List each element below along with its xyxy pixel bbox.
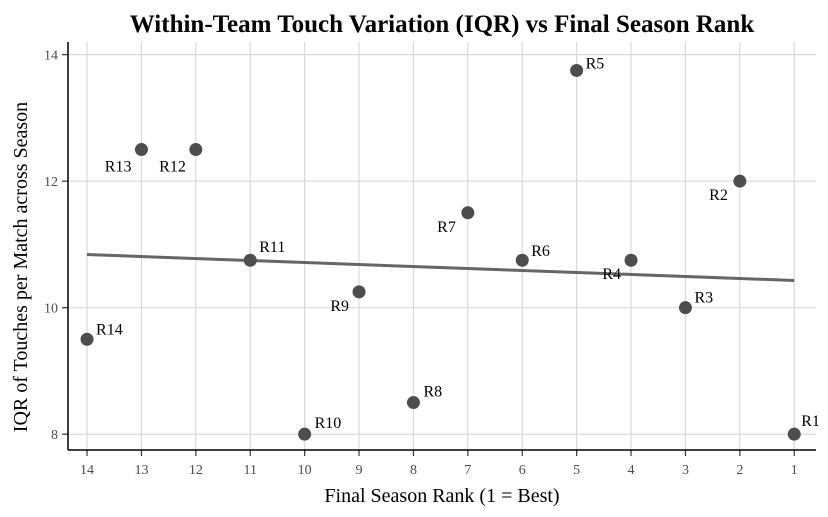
point-label-r5: R5 <box>586 55 605 72</box>
point-label-r7: R7 <box>437 219 456 236</box>
y-tick-label: 14 <box>44 49 58 64</box>
x-tick-label: 8 <box>410 463 417 478</box>
data-point-r13 <box>134 143 148 157</box>
axes <box>62 42 816 456</box>
chart-title: Within-Team Touch Variation (IQR) vs Fin… <box>130 11 755 38</box>
data-point-r12 <box>189 143 203 157</box>
y-tick-label: 12 <box>44 175 58 190</box>
data-point-r14 <box>80 332 94 346</box>
x-tick-label: 4 <box>628 463 635 478</box>
x-tick-label: 2 <box>736 463 743 478</box>
data-point-r4 <box>624 253 638 267</box>
point-labels: R1 R2 R3 R4 R5 R6 R7 R8 R9 R10 R11 R12 R13 R14 <box>96 55 820 432</box>
data-point-r8 <box>406 396 420 410</box>
point-label-r1: R1 <box>801 413 820 430</box>
data-point-r1 <box>787 427 801 441</box>
x-tick-label: 7 <box>464 463 471 478</box>
x-tick-label: 13 <box>134 463 148 478</box>
point-label-r4: R4 <box>602 266 621 283</box>
x-tick-label: 10 <box>298 463 312 478</box>
x-tick-label: 9 <box>356 463 363 478</box>
data-point-r11 <box>243 253 257 267</box>
x-tick-label: 11 <box>243 463 256 478</box>
y-tick-label: 8 <box>51 428 58 443</box>
point-label-r10: R10 <box>315 415 342 432</box>
data-point-r7 <box>461 206 475 220</box>
y-tick-label: 10 <box>44 302 58 317</box>
x-tick-label: 5 <box>573 463 580 478</box>
grid <box>68 42 816 450</box>
point-label-r8: R8 <box>423 384 442 401</box>
point-label-r9: R9 <box>330 298 349 315</box>
y-axis-label: IQR of Touches per Match across Season <box>10 102 32 432</box>
x-tick-label: 14 <box>80 463 94 478</box>
point-label-r6: R6 <box>531 243 550 260</box>
x-tick-label: 12 <box>189 463 203 478</box>
point-label-r11: R11 <box>259 239 285 256</box>
data-points <box>80 63 801 441</box>
point-label-r3: R3 <box>694 290 713 307</box>
data-point-r6 <box>515 253 529 267</box>
x-tick-label: 1 <box>791 463 798 478</box>
point-label-r13: R13 <box>105 159 132 176</box>
x-tick-label: 6 <box>519 463 526 478</box>
x-axis-label: Final Season Rank (1 = Best) <box>324 485 559 507</box>
point-label-r2: R2 <box>709 187 728 204</box>
data-point-r5 <box>570 63 584 77</box>
data-point-r3 <box>678 301 692 315</box>
data-point-r2 <box>733 174 747 188</box>
tick-labels: 14 13 12 11 10 9 8 7 6 5 4 3 2 1 8 10 12 14 <box>44 49 798 478</box>
trendline <box>86 253 795 282</box>
point-label-r12: R12 <box>159 159 186 176</box>
data-point-r9 <box>352 285 366 299</box>
trendline-group <box>86 253 795 282</box>
x-tick-label: 3 <box>682 463 689 478</box>
point-label-r14: R14 <box>96 321 123 338</box>
data-point-r10 <box>298 427 312 441</box>
